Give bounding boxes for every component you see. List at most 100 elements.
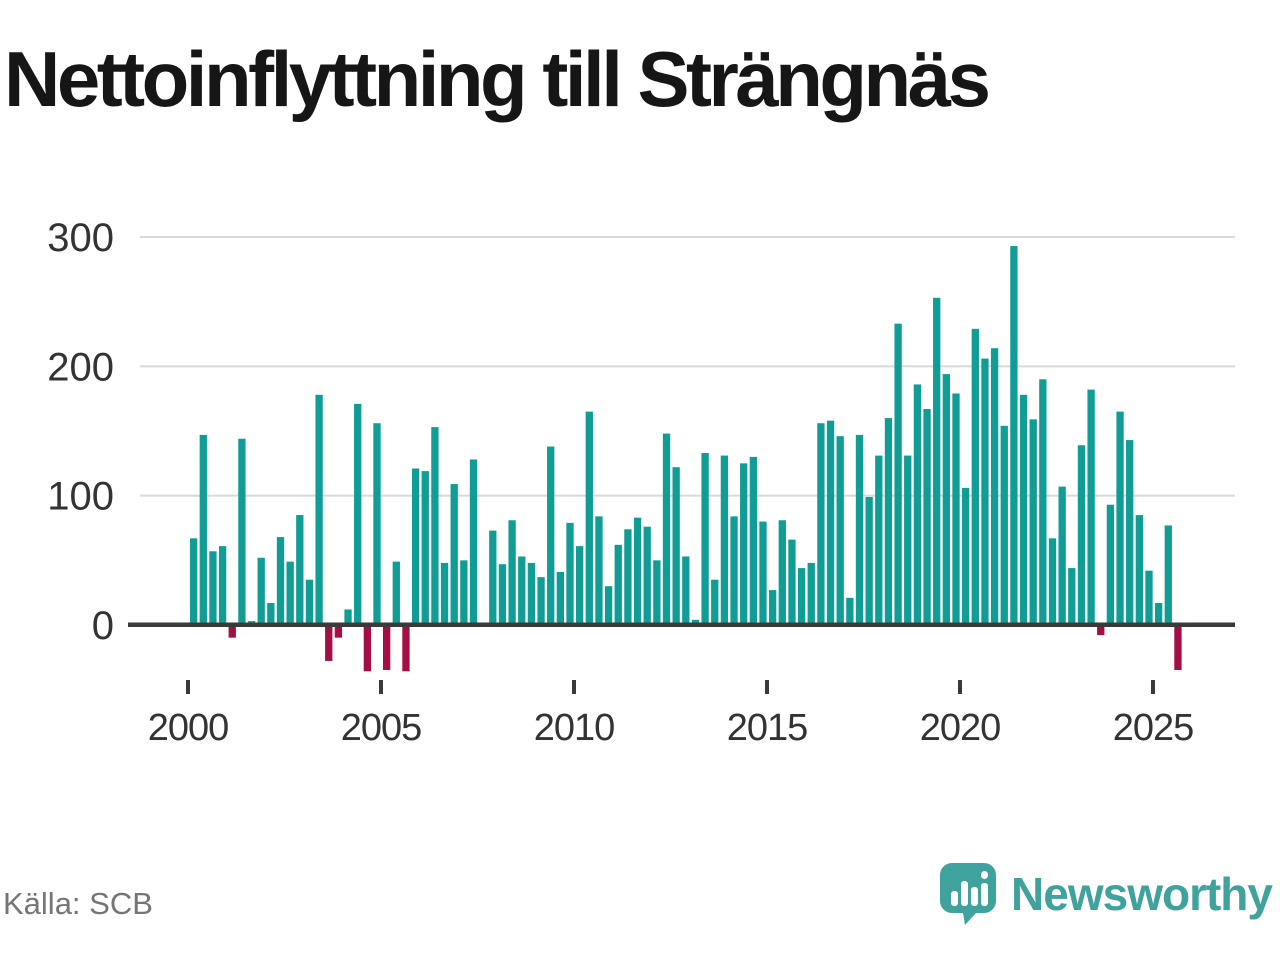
bar-2010-Q3 <box>595 516 603 625</box>
y-tick-label-300: 300 <box>47 216 114 260</box>
bar-2013-Q4 <box>720 455 729 625</box>
gridline-200 <box>140 365 1235 368</box>
bar-2025-Q2 <box>1164 525 1172 625</box>
gridline-300 <box>140 236 1235 239</box>
y-tick-label-0: 0 <box>92 604 114 648</box>
bar-2024-Q2 <box>1126 440 1134 625</box>
bar-2001-Q2 <box>238 438 246 625</box>
bar-2011-Q3 <box>633 517 642 625</box>
bar-2016-Q2 <box>817 423 825 625</box>
bar-2019-Q1 <box>923 409 931 625</box>
x-tick-2000 <box>186 680 190 694</box>
x-tick-2020 <box>958 680 962 694</box>
bar-2017-Q4 <box>875 455 883 625</box>
x-tick-label-2010: 2010 <box>534 707 615 749</box>
bar-2000-Q2 <box>199 434 207 625</box>
newsworthy-bubble-icon <box>940 863 997 925</box>
bar-2006-Q2 <box>431 427 439 625</box>
bar-2014-Q4 <box>759 521 767 625</box>
bar-2023-Q2 <box>1087 389 1095 625</box>
bar-2024-Q3 <box>1135 515 1143 625</box>
bar-2012-Q4 <box>682 556 690 625</box>
bar-2016-Q4 <box>836 436 844 625</box>
bar-2019-Q3 <box>942 374 950 625</box>
bar-2004-Q4 <box>373 423 381 625</box>
bar-2015-Q3 <box>788 539 796 625</box>
bar-2003-Q1 <box>305 579 314 625</box>
bar-2012-Q2 <box>662 433 671 625</box>
y-tick-label-100: 100 <box>47 475 114 519</box>
bar-2010-Q1 <box>576 546 584 625</box>
bar-2025-Q1 <box>1155 603 1163 625</box>
bar-2021-Q2 <box>1010 246 1018 625</box>
bar-2019-Q4 <box>952 393 960 625</box>
bar-2008-Q1 <box>498 564 507 625</box>
bar-2015-Q2 <box>778 520 786 625</box>
bar-2000-Q3 <box>209 551 217 625</box>
x-tick-label-2000: 2000 <box>148 707 229 749</box>
bar-2012-Q1 <box>653 560 661 625</box>
bar-2011-Q1 <box>614 544 622 625</box>
exclamation-dot <box>981 871 989 879</box>
bar-2010-Q2 <box>585 411 593 625</box>
bar-2021-Q1 <box>1000 425 1008 625</box>
bar-2014-Q2 <box>740 463 748 625</box>
bar-2010-Q4 <box>604 586 613 625</box>
bar-2024-Q1 <box>1116 411 1124 625</box>
bar-2008-Q3 <box>518 556 526 625</box>
mini-bar-2 <box>961 881 969 906</box>
bar-2001-Q1 <box>228 626 236 638</box>
bar-2005-Q2 <box>392 561 400 625</box>
newsworthy-logo: Newsworthy <box>939 862 1273 926</box>
bar-2020-Q3 <box>981 358 989 625</box>
x-tick-label-2020: 2020 <box>920 707 1001 749</box>
bar-2001-Q4 <box>257 557 265 625</box>
bar-2021-Q3 <box>1019 394 1028 625</box>
bar-2017-Q1 <box>846 597 854 625</box>
bar-2024-Q4 <box>1145 570 1153 625</box>
bar-2011-Q4 <box>643 526 651 625</box>
bar-2012-Q3 <box>672 467 680 625</box>
bar-2013-Q2 <box>701 452 709 625</box>
bar-2004-Q1 <box>344 609 352 625</box>
bar-2009-Q4 <box>566 522 574 625</box>
bar-2004-Q3 <box>363 626 371 672</box>
bar-2018-Q3 <box>904 455 912 625</box>
bar-2008-Q4 <box>527 562 536 625</box>
y-axis-labels: 0 100 200 300 <box>47 216 114 648</box>
bar-2023-Q3 <box>1097 626 1105 636</box>
bar-2005-Q1 <box>383 626 391 670</box>
bars <box>190 246 1182 672</box>
bar-2019-Q2 <box>933 297 941 625</box>
bar-2007-Q2 <box>469 459 478 625</box>
gridlines <box>140 236 1235 497</box>
source-label: Källa: SCB <box>3 886 153 921</box>
bar-2002-Q2 <box>276 537 285 625</box>
bar-2015-Q4 <box>797 568 806 625</box>
bar-2022-Q1 <box>1039 379 1047 625</box>
bar-2018-Q1 <box>884 418 893 625</box>
bar-2018-Q4 <box>913 384 922 625</box>
bar-2016-Q1 <box>807 562 815 625</box>
x-tick-2015 <box>765 680 769 694</box>
x-axis-line <box>128 622 1235 627</box>
x-axis-ticks <box>186 680 1155 694</box>
bar-2006-Q4 <box>450 484 458 625</box>
bar-2006-Q3 <box>440 562 449 625</box>
bar-2018-Q2 <box>894 323 902 625</box>
mini-bar-3 <box>971 887 979 906</box>
bar-2007-Q4 <box>489 530 497 625</box>
bar-2017-Q2 <box>855 434 864 625</box>
bar-2022-Q3 <box>1058 486 1066 625</box>
bar-2014-Q3 <box>749 456 757 625</box>
bar-2014-Q1 <box>730 516 738 625</box>
newsworthy-logo-text: Newsworthy <box>1011 868 1273 920</box>
bar-2017-Q3 <box>865 496 873 625</box>
bar-2020-Q4 <box>990 348 999 625</box>
bar-2005-Q4 <box>411 468 420 625</box>
bar-2021-Q4 <box>1029 419 1037 625</box>
bar-2020-Q1 <box>962 487 970 625</box>
bar-2003-Q2 <box>315 394 323 625</box>
bar-2002-Q1 <box>267 603 275 625</box>
